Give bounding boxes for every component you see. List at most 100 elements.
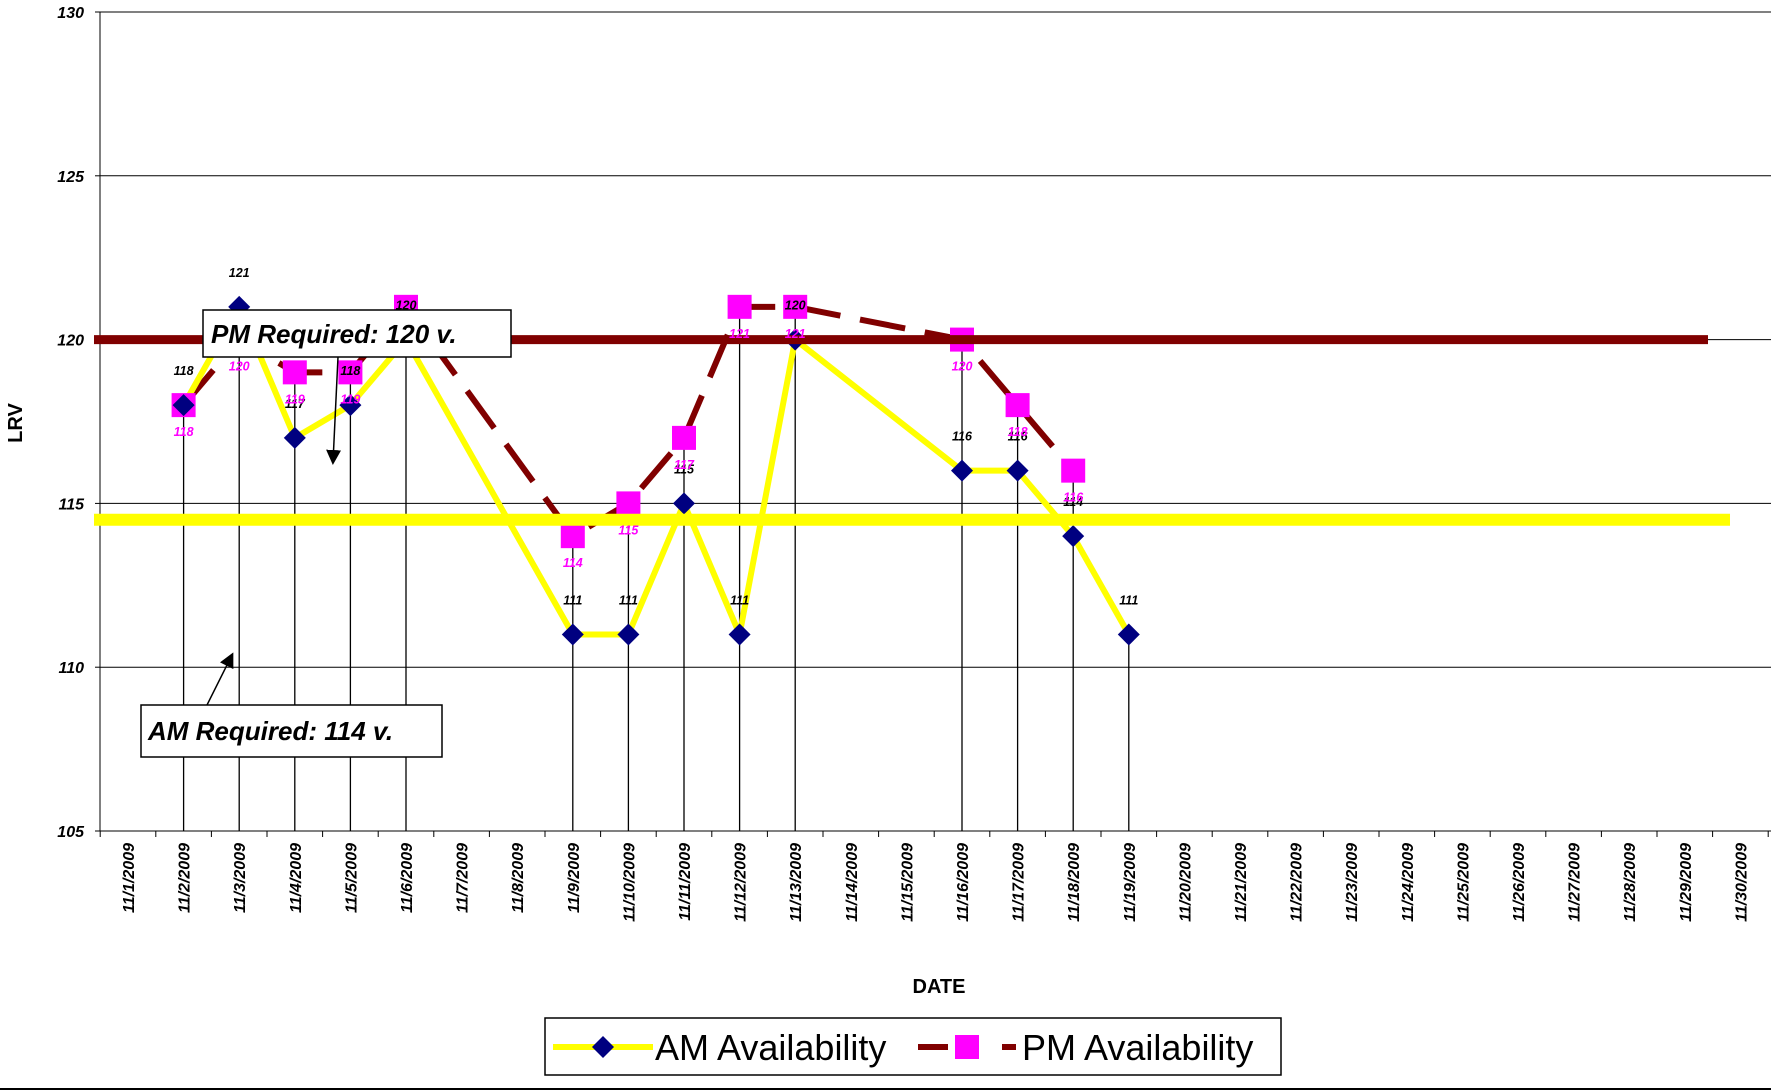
pm-marker (1061, 458, 1086, 483)
x-tick-label: 11/29/2009 (1678, 843, 1695, 922)
am-data-label: 117 (285, 397, 306, 411)
pm-data-label: 119 (285, 392, 305, 406)
x-tick-label: 11/12/2009 (733, 843, 750, 922)
am-data-label: 118 (340, 364, 360, 378)
pm-data-label: 121 (729, 327, 750, 341)
y-tick-label: 120 (57, 333, 84, 350)
x-tick-label: 11/22/2009 (1289, 843, 1306, 922)
x-tick-label: 11/16/2009 (955, 843, 972, 922)
x-tick-label: 11/19/2009 (1122, 843, 1139, 922)
pm-required-callout-text: PM Required: 120 v. (211, 319, 457, 349)
x-tick-label: 11/6/2009 (399, 843, 416, 913)
callouts: PM Required: 120 v. AM Required: 114 v. (140, 309, 512, 758)
y-tick-label: 125 (57, 169, 85, 186)
x-tick-label: 11/9/2009 (566, 843, 583, 913)
pm-marker (616, 491, 641, 516)
am-marker (673, 492, 695, 515)
pm-data-label: 115 (618, 523, 639, 537)
am-marker (728, 623, 751, 646)
x-tick-label: 11/28/2009 (1622, 843, 1639, 922)
am-marker (1117, 623, 1140, 646)
y-axis-ticks: 105 110 115 120 125 130 (57, 5, 85, 841)
am-required-callout-box (140, 704, 443, 758)
pm-data-label: 114 (563, 556, 583, 570)
am-marker (1006, 459, 1029, 482)
pm-data-label: 118 (174, 425, 194, 439)
am-marker (172, 394, 195, 417)
pm-marker (560, 524, 585, 549)
x-tick-label: 11/24/2009 (1400, 843, 1417, 922)
pm-data-label: 120 (952, 360, 973, 374)
am-marker (617, 623, 640, 646)
legend-am-marker (592, 1036, 614, 1058)
x-tick-label: 11/30/2009 (1733, 843, 1750, 922)
am-marker (339, 394, 362, 417)
x-tick-label: 11/2/2009 (177, 843, 194, 913)
x-tick-label: 11/18/2009 (1066, 843, 1083, 922)
am-data-label: 120 (785, 299, 806, 313)
am-data-label: 111 (563, 593, 582, 607)
x-tick-label: 11/20/2009 (1177, 843, 1194, 922)
pm-marker (1005, 393, 1030, 418)
x-tick-label: 11/21/2009 (1233, 843, 1250, 922)
am-data-label: 111 (619, 593, 638, 607)
am-marker (283, 426, 306, 449)
x-tick-label: 11/5/2009 (343, 843, 360, 913)
am-data-label: 118 (174, 364, 194, 378)
x-tick-label: 11/7/2009 (455, 843, 472, 913)
x-tick-label: 11/11/2009 (677, 843, 694, 921)
am-required-callout-text: AM Required: 114 v. (147, 716, 393, 746)
pm-marker (338, 360, 363, 385)
legend-am-label: AM Availability (655, 1027, 886, 1068)
pm-marker (727, 294, 752, 319)
pm-data-label: 120 (229, 360, 250, 374)
am-data-label: 114 (1063, 495, 1083, 509)
legend-box (544, 1017, 1282, 1076)
x-tick-label: 11/4/2009 (288, 843, 305, 913)
x-tick-label: 11/3/2009 (232, 843, 249, 913)
x-tick-label: 11/13/2009 (788, 843, 805, 922)
x-axis-title: DATE (913, 976, 966, 998)
pm-marker (783, 294, 808, 319)
pm-marker (282, 360, 307, 385)
pm-data-label: 118 (1008, 425, 1028, 439)
x-tick-label: 11/27/2009 (1567, 843, 1584, 922)
am-data-label: 120 (396, 299, 417, 313)
y-tick-label: 105 (57, 824, 85, 841)
y-tick-label: 110 (58, 660, 84, 677)
am-data-label: 121 (229, 266, 250, 280)
y-axis-title: LRV (5, 403, 27, 443)
am-marker (561, 623, 584, 646)
x-tick-label: 11/23/2009 (1344, 843, 1361, 922)
x-tick-label: 11/26/2009 (1511, 843, 1528, 922)
x-tick-label: 11/1/2009 (121, 843, 138, 913)
am-data-label: 115 (674, 462, 695, 476)
x-tick-label: 11/15/2009 (899, 843, 916, 922)
am-marker (1062, 525, 1085, 548)
x-tick-label: 11/10/2009 (621, 843, 638, 922)
pm-marker (672, 425, 696, 450)
am-data-label: 116 (1008, 430, 1029, 444)
am-marker (951, 459, 973, 482)
am-callout-arrow (206, 652, 234, 706)
pm-data-label: 119 (340, 392, 360, 406)
pm-data-label: 116 (1063, 491, 1084, 505)
am-data-label: 116 (952, 430, 973, 444)
legend-pm-label: PM Availability (1022, 1027, 1253, 1068)
legend: AM Availability PM Availability (0, 1017, 1771, 1090)
pm-data-label: 117 (674, 458, 695, 472)
am-data-label: 111 (730, 593, 749, 607)
am-data-label: 111 (1119, 593, 1138, 607)
pm-required-callout-box (202, 309, 512, 358)
legend-pm-marker (955, 1035, 979, 1059)
x-tick-label: 11/8/2009 (510, 843, 527, 913)
x-axis-ticks: 11/1/2009 11/2/2009 11/3/2009 11/4/2009 11/5… (121, 843, 1750, 922)
x-tick-label: 11/17/2009 (1011, 843, 1028, 922)
pm-data-label: 121 (785, 327, 806, 341)
y-tick-label: 115 (58, 496, 85, 513)
x-tick-label: 11/25/2009 (1455, 843, 1472, 922)
y-tick-label: 130 (57, 5, 84, 22)
x-tick-label: 11/14/2009 (844, 843, 861, 922)
